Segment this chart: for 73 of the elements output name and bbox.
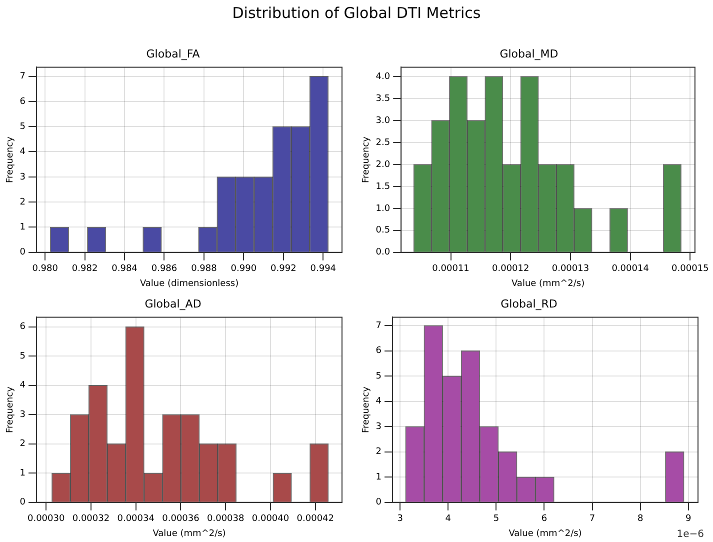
y-tick-label: 2 [20, 197, 26, 208]
y-tick-label: 4 [376, 396, 382, 407]
x-tick-label: 9 [686, 514, 692, 524]
y-tick-label: 5 [20, 351, 26, 362]
y-tick-label: 4.0 [376, 72, 390, 82]
text: 1e−6 [676, 529, 704, 540]
y-tick-label: 2 [20, 439, 26, 450]
y-tick-label: 1 [20, 222, 26, 233]
y-tick-label: 7 [20, 72, 26, 82]
y-tick-label: 4 [20, 147, 26, 158]
y-tick-label: 5 [376, 371, 382, 382]
x-tick-label: 0.00040 [252, 514, 290, 524]
x-axis-title: Value (mm^2/s) [511, 278, 585, 289]
x-tick-label: 7 [589, 514, 596, 524]
x-tick-label: 0.00034 [117, 514, 155, 524]
y-axis-title: Frequency [6, 386, 16, 434]
x-tick-label: 3 [397, 514, 403, 524]
x-tick-label: 0.00012 [492, 264, 530, 274]
y-tick-label: 2.5 [376, 138, 390, 148]
x-axis-title: Value (dimensionless) [140, 278, 239, 289]
y-tick-label: 1 [20, 468, 26, 478]
x-tick-label: 0.00036 [162, 514, 200, 524]
x-axis-title: Value (mm^2/s) [508, 528, 582, 539]
x-tick-label: 0.00014 [612, 264, 650, 274]
x-tick-label: 5 [493, 514, 500, 524]
x-tick-label: 0.990 [230, 264, 257, 274]
x-tick-label: 0.992 [270, 264, 296, 274]
y-tick-label: 3.0 [376, 116, 390, 126]
x-tick-label: 6 [541, 514, 548, 524]
x-tick-label: 4 [445, 514, 452, 524]
y-tick-label: 5 [20, 122, 26, 132]
y-tick-label: 7 [376, 320, 382, 331]
y-tick-label: 0 [20, 498, 26, 508]
text: Distribution of Global DTI Metrics [231, 4, 482, 22]
x-tick-label: 0.984 [112, 264, 138, 274]
y-axis-title: Frequency [6, 136, 16, 184]
y-tick-label: 0.5 [376, 226, 390, 236]
y-tick-label: 0.0 [376, 248, 390, 258]
y-tick-label: 3 [20, 172, 26, 182]
x-tick-label: 0.986 [151, 264, 178, 274]
x-tick-label: 0.994 [310, 264, 336, 274]
y-tick-label: 2 [376, 447, 382, 458]
x-tick-label: 0.00030 [27, 514, 65, 524]
x-tick-label: 0.982 [72, 264, 98, 274]
y-tick-label: 6 [20, 96, 26, 107]
y-axis-title: Frequency [362, 136, 372, 184]
x-tick-label: 0.988 [191, 264, 218, 274]
y-tick-label: 3.5 [376, 94, 390, 104]
x-tick-label: 0.00013 [552, 264, 590, 274]
y-tick-label: 3 [376, 422, 382, 432]
y-tick-label: 2.0 [376, 160, 390, 170]
chart-title: Global_AD [144, 297, 202, 310]
y-tick-label: 1 [376, 472, 382, 482]
chart-title: Global_MD [500, 47, 558, 60]
y-tick-label: 4 [20, 380, 26, 391]
x-tick-label: 0.00015 [672, 264, 709, 274]
x-tick-label: 8 [637, 514, 644, 524]
y-tick-label: 0 [20, 248, 26, 258]
x-tick-label: 0.00032 [72, 514, 110, 524]
x-tick-label: 0.00011 [432, 264, 470, 274]
x-tick-label: 0.980 [32, 264, 58, 274]
y-axis-title: Frequency [362, 386, 372, 434]
x-tick-label: 0.00038 [207, 514, 244, 524]
y-tick-label: 6 [20, 322, 26, 332]
chart-title: Global_RD [500, 297, 558, 310]
chart-title: Global_FA [146, 47, 200, 60]
x-axis-title: Value (mm^2/s) [152, 528, 226, 539]
y-tick-label: 0 [376, 498, 382, 508]
y-tick-label: 6 [376, 346, 382, 356]
y-tick-label: 1.5 [376, 182, 390, 192]
y-tick-label: 3 [20, 410, 26, 420]
x-tick-label: 0.00042 [296, 514, 334, 524]
y-tick-label: 1.0 [376, 204, 390, 214]
